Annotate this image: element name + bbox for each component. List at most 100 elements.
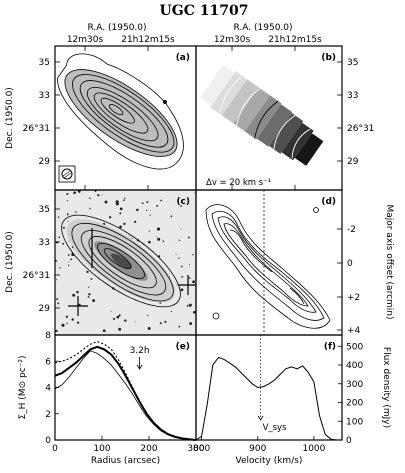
star-dot — [178, 239, 181, 241]
dec-axis-label-c: Dec. (1950.0) — [5, 231, 15, 293]
star-dot — [146, 209, 148, 212]
star-dot — [148, 230, 150, 232]
star-dot — [170, 215, 173, 218]
dec-tick-c-33: 33 — [39, 238, 50, 248]
top-axis-label-left: R.A. (1950.0) — [87, 23, 146, 33]
star-dot — [134, 321, 136, 323]
star-dot — [89, 207, 91, 210]
star-dot — [170, 311, 173, 313]
star-dot — [87, 296, 90, 298]
star-dot — [118, 327, 122, 331]
map-ticks — [55, 46, 342, 331]
x-tick-label: 1000 — [302, 444, 325, 454]
star-dot — [112, 317, 116, 320]
star-dot — [134, 220, 137, 223]
star-dot — [67, 264, 70, 266]
dec-tick-b-29: 29 — [347, 157, 359, 167]
panel-tag-d: (d) — [321, 197, 336, 207]
star-dot — [156, 227, 161, 231]
star-dot — [101, 194, 103, 196]
radial-profile-chart: 0 100 200 300 0 2 4 6 8 Radius (arcsec) Σ_H (M⊙ pc… — [18, 331, 205, 466]
panel-tag-a: (a) — [176, 53, 190, 63]
star-dot — [124, 319, 127, 322]
dec-tick-b-33: 33 — [347, 91, 358, 101]
top-tick-left-2: 21h12m15s — [121, 35, 175, 45]
pv-tick-p4: +4 — [347, 326, 361, 336]
star-dot — [62, 226, 65, 229]
top-axis-label-right: R.A. (1950.0) — [233, 23, 292, 33]
star-dot — [67, 254, 70, 256]
star-dot — [149, 214, 151, 216]
star-dot — [147, 314, 149, 317]
star-dot — [77, 190, 81, 193]
star-dot — [148, 240, 151, 244]
dec-tick-a-35: 35 — [39, 58, 50, 68]
star-dot — [146, 201, 149, 203]
star-dot — [67, 240, 69, 242]
star-dot — [66, 322, 68, 325]
panel-c-optical — [55, 190, 196, 333]
star-dot — [178, 257, 180, 259]
y-axis-label: Σ_H (M⊙ pc⁻²) — [18, 355, 28, 419]
star-dot — [57, 302, 60, 305]
star-dot — [188, 303, 192, 307]
x-axis-label: Radius (arcsec) — [91, 456, 160, 466]
star-dot — [176, 284, 178, 286]
star-dot — [92, 299, 96, 303]
star-dot — [62, 242, 65, 245]
y-tick-label: 0 — [45, 436, 51, 446]
star-dot — [97, 194, 100, 197]
pv-tick-p2: +2 — [347, 293, 360, 303]
star-dot — [71, 318, 74, 321]
panel-d-pv — [205, 190, 331, 335]
star-dot — [193, 311, 196, 314]
star-dot — [131, 237, 133, 239]
star-dot — [147, 326, 151, 330]
star-dot — [119, 314, 121, 316]
star-dot — [170, 214, 172, 216]
star-dot — [192, 254, 194, 256]
star-dot — [189, 322, 193, 325]
star-dot — [178, 325, 181, 328]
panel-tag-b: (b) — [321, 53, 336, 63]
y-tick-label: 300 — [346, 380, 363, 390]
star-dot — [192, 280, 196, 284]
star-dot — [57, 216, 60, 218]
vsys-label: V_sys — [263, 423, 288, 433]
star-dot — [181, 275, 184, 278]
star-dot — [157, 237, 161, 241]
x-tick-label: 900 — [249, 444, 266, 454]
star-dot — [67, 220, 69, 222]
panel-b-velfield — [200, 64, 324, 166]
star-dot — [59, 267, 61, 269]
star-dot — [58, 236, 61, 239]
star-dot — [194, 192, 196, 194]
figure-title: UGC 11707 — [160, 3, 249, 19]
y-tick-label: 2 — [45, 410, 51, 420]
x-axis-label: Velocity (km/s) — [236, 456, 303, 466]
star-dot — [123, 197, 126, 200]
global-profile-chart: 800 900 1000 0 100 200 300 400 500 Velocity (km/s… — [193, 335, 391, 466]
star-dot — [70, 258, 73, 261]
y-axis-label: Flux density (mJy) — [381, 347, 391, 428]
star-dot — [180, 228, 182, 230]
panel-tag-f: (f) — [324, 342, 336, 352]
y-tick-label: 100 — [346, 417, 363, 427]
series-line-1 — [195, 356, 342, 441]
star-dot — [119, 225, 122, 229]
star-dot — [123, 222, 126, 226]
dec-tick-a-31: 26°31 — [23, 124, 50, 134]
series-line-3 — [54, 350, 197, 441]
top-tick-right-1: 12m30s — [214, 35, 251, 45]
y-tick-label: 400 — [346, 361, 363, 371]
star-dot — [56, 298, 59, 301]
star-dot — [66, 192, 69, 196]
star-dot — [116, 315, 119, 319]
dec-axis-label-a: Dec. (1950.0) — [5, 87, 15, 149]
x-tick-label: 800 — [193, 444, 210, 454]
y-tick-label: 6 — [45, 357, 51, 367]
star-dot — [175, 253, 177, 255]
dec-tick-a-33: 33 — [39, 91, 50, 101]
star-dot — [90, 278, 93, 280]
